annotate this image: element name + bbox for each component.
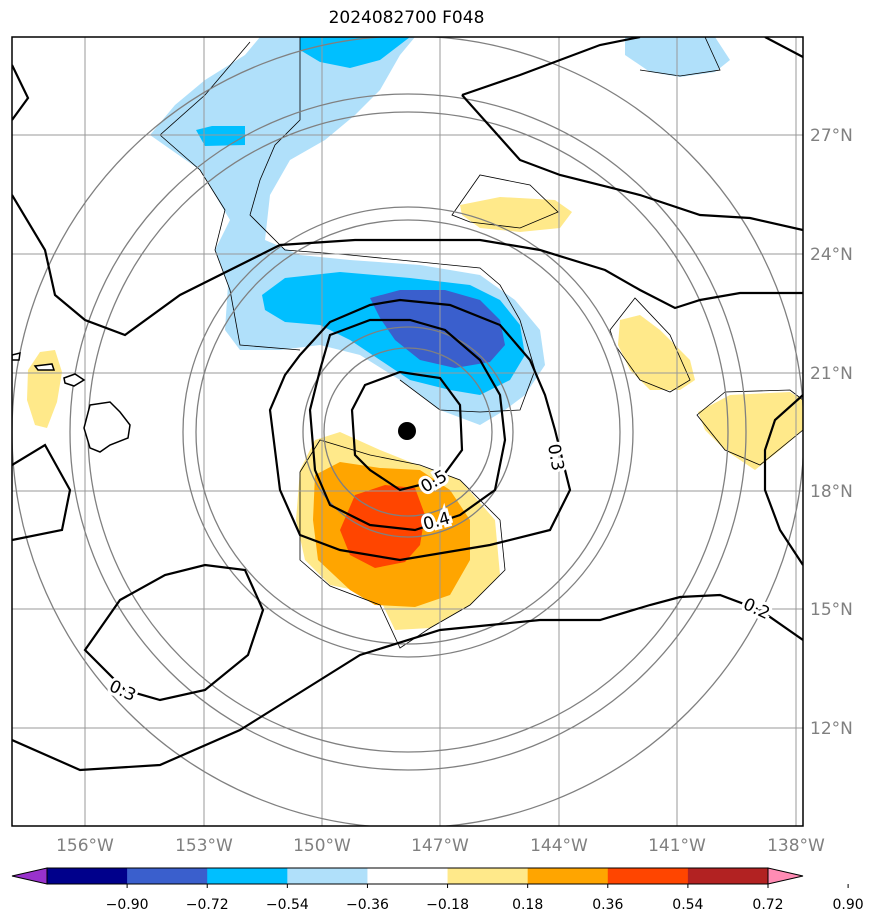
- colorbar-segment: [207, 868, 288, 884]
- range-rings: [12, 37, 803, 826]
- contour-label-0p3-east: 0.3: [543, 442, 567, 472]
- latitude-labels: 27°N 24°N 21°N 18°N 15°N 12°N: [810, 126, 853, 739]
- colorbar-segment: [367, 868, 449, 884]
- colorbar-outline: [46, 867, 769, 885]
- thick-contours: [12, 37, 803, 772]
- lon-label: 141°W: [648, 836, 706, 856]
- colorbar-tick-label: 0.36: [592, 897, 623, 913]
- colorbar-segment: [607, 868, 689, 884]
- colorbar-tick-label: 0.72: [752, 897, 783, 913]
- colorbar-tick-label: −0.18: [426, 897, 469, 913]
- lat-label: 18°N: [810, 482, 853, 502]
- colorbar-segments: [47, 868, 769, 884]
- lon-label: 150°W: [293, 836, 351, 856]
- colorbar-tick-label: −0.36: [346, 897, 389, 913]
- significance-contours: [159, 37, 803, 649]
- lon-label: 144°W: [530, 836, 588, 856]
- map-title: 2024082700 F048: [328, 8, 485, 28]
- contour-label-0p3-west: 0.3: [106, 676, 139, 706]
- colorbar-tick-label: −0.90: [106, 897, 149, 913]
- colorbar: −0.90 −0.72 −0.54 −0.36 −0.18 0.18 0.36 0.54 0.7…: [11, 867, 864, 913]
- colorbar-segment: [287, 868, 368, 884]
- lat-label: 15°N: [810, 600, 853, 620]
- colorbar-segment: [127, 868, 208, 884]
- colorbar-segment: [527, 868, 609, 884]
- colorbar-extend-left: [11, 867, 48, 885]
- colorbar-tick-label: −0.54: [266, 897, 309, 913]
- positive-shading: [27, 197, 803, 630]
- colorbar-tick-label: 0.18: [512, 897, 543, 913]
- lon-label: 138°W: [767, 836, 825, 856]
- colorbar-tick-label: 0.54: [672, 897, 703, 913]
- longitude-labels: 156°W 153°W 150°W 147°W 144°W 141°W 138°…: [56, 836, 825, 856]
- colorbar-segment: [47, 868, 128, 884]
- colorbar-tick-label: 0.90: [833, 897, 864, 913]
- storm-center-marker: [398, 422, 416, 440]
- lat-label: 24°N: [810, 245, 853, 265]
- map-frame: [11, 36, 804, 827]
- lon-label: 156°W: [56, 836, 114, 856]
- hawaii-islands: [12, 352, 131, 453]
- colorbar-segment: [687, 868, 769, 884]
- lon-label: 147°W: [411, 836, 469, 856]
- lat-label: 21°N: [810, 364, 853, 384]
- lon-label: 153°W: [175, 836, 233, 856]
- colorbar-tick-label: −0.72: [186, 897, 229, 913]
- map-area: 0.5 0.5 0.4 0.4 0.3 0.3 0.3 0.3 0.2 0.2: [12, 37, 803, 826]
- colorbar-segment: [447, 868, 529, 884]
- lat-label: 27°N: [810, 126, 853, 146]
- contour-label-0p2: 0.2: [740, 594, 773, 624]
- colorbar-extend-right: [767, 867, 804, 885]
- colorbar-ticks: −0.90 −0.72 −0.54 −0.36 −0.18 0.18 0.36 0.54 0.7…: [106, 884, 864, 913]
- lat-label: 12°N: [810, 719, 853, 739]
